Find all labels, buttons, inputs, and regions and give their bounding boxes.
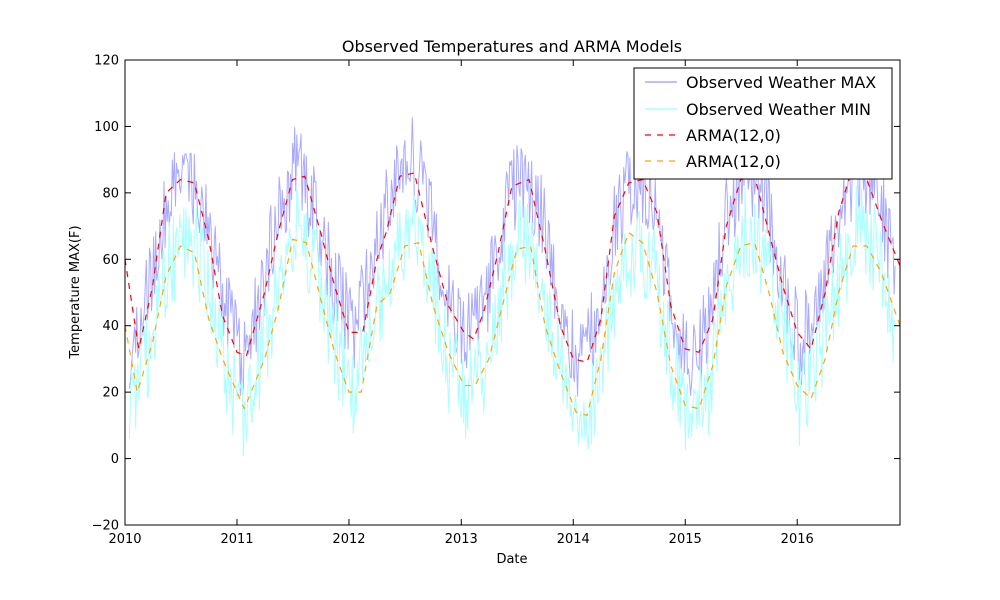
- series-line-4-arma-12-0: [125, 232, 900, 416]
- legend-label-arma-min: ARMA(12,0): [686, 152, 781, 171]
- x-tick-label: 2014: [557, 532, 590, 547]
- y-tick-label: 60: [102, 253, 119, 268]
- x-tick-label: 2013: [445, 532, 478, 547]
- chart-title: Observed Temperatures and ARMA Models: [342, 37, 682, 56]
- series-line-3-arma-12-0: [125, 165, 900, 363]
- x-tick-label: 2011: [220, 532, 253, 547]
- x-tick-label: 2016: [781, 532, 814, 547]
- axes-frame: [124, 59, 901, 526]
- x-tick-label: 2012: [332, 532, 365, 547]
- legend-box: [633, 67, 893, 180]
- axis-ticks: 2010 2011 2012 2013 2014 2015 2016 −20 0 20 40 60 80…: [92, 54, 900, 547]
- y-tick-label: 80: [102, 186, 119, 201]
- series-line-1-observed-weather-max: [128, 117, 896, 397]
- y-tick-label: −20: [92, 519, 119, 534]
- legend: Observed Weather MAX Observed Weather MI…: [633, 67, 893, 180]
- legend-label-arma-max: ARMA(12,0): [686, 126, 781, 145]
- legend-label-min: Observed Weather MIN: [686, 100, 871, 119]
- x-tick-label: 2015: [669, 532, 702, 547]
- legend-label-max: Observed Weather MAX: [686, 73, 876, 92]
- y-tick-label: 0: [111, 452, 119, 467]
- series-group: [125, 117, 900, 457]
- plot-area: [125, 117, 900, 457]
- y-tick-label: 40: [102, 319, 119, 334]
- x-axis-label: Date: [496, 552, 527, 567]
- y-tick-label: 20: [102, 386, 119, 401]
- series-line-2-observed-weather-min: [128, 185, 896, 457]
- y-axis-label: Temperature MAX(F): [68, 225, 83, 359]
- y-tick-label: 120: [94, 54, 119, 69]
- y-tick-label: 100: [94, 120, 119, 135]
- x-tick-label: 2010: [108, 532, 141, 547]
